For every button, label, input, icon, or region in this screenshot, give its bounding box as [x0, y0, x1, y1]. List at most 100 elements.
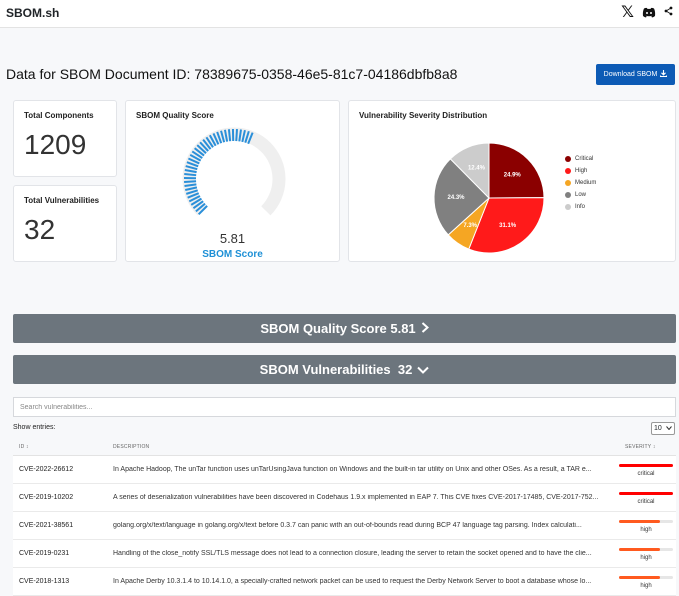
table-row[interactable]: CVE-2021-38561 golang.org/x/text/language… [13, 512, 676, 540]
gauge-tick [208, 134, 217, 147]
total-components-card: Total Components 1209 [13, 100, 117, 177]
gauge-tick [196, 144, 207, 154]
table-row[interactable]: CVE-2022-26612 In Apache Hadoop, The unTa… [13, 456, 676, 484]
discord-icon[interactable] [642, 5, 656, 21]
gauge-tick [185, 165, 198, 171]
total-vulnerabilities-value: 32 [24, 214, 56, 245]
top-bar: SBOM.sh 𝕏 [0, 0, 679, 28]
legend-item[interactable]: Low [565, 189, 596, 201]
header-id[interactable]: ID ↕ [19, 444, 29, 450]
quality-score-value: 5.81 [219, 231, 246, 246]
vulnerabilities-banner[interactable]: SBOM Vulnerabilities 32 [13, 355, 676, 384]
header-severity[interactable]: SEVERITY ↕ [625, 444, 656, 450]
pie-label-medium: 7.3% [463, 223, 477, 229]
gauge-tick [220, 130, 226, 143]
legend-item[interactable]: Info [565, 201, 596, 213]
quality-gauge [182, 127, 286, 216]
pie-label-low: 24.3% [448, 195, 466, 201]
gauge-tick [188, 195, 201, 203]
pie-slice-high [468, 197, 545, 254]
cve-id[interactable]: CVE-2019-10202 [19, 494, 74, 501]
gauge-tick [235, 129, 238, 142]
gauge-tick [185, 189, 199, 195]
cve-id[interactable]: CVE-2021-38561 [19, 522, 74, 529]
gauge-tick [212, 133, 220, 145]
severity-label: high [640, 527, 652, 533]
gauge-tick [227, 129, 232, 142]
cve-id[interactable]: CVE-2018-1313 [19, 578, 70, 585]
gauge-tick [191, 150, 203, 159]
table-row[interactable]: CVE-2018-1313 In Apache Derby 10.3.1.4 to… [13, 568, 676, 596]
pie-label-critical: 24.9% [504, 173, 522, 179]
chevron-down-icon [666, 425, 672, 432]
pie-slice-low [433, 158, 490, 236]
legend-swatch [565, 180, 571, 186]
gauge-tick [185, 186, 198, 191]
gauge-tick [244, 130, 250, 144]
gauge-tick [184, 172, 197, 177]
legend-item[interactable]: Critical [565, 153, 596, 165]
gauge-tick [238, 129, 242, 142]
gauge-tick [186, 161, 199, 168]
download-sbom-button[interactable]: Download SBOM [596, 64, 675, 85]
search-vulnerabilities-input[interactable] [13, 397, 676, 417]
page-title: Data for SBOM Document ID: 78389675-0358… [6, 66, 458, 82]
gauge-tick [189, 154, 202, 162]
legend-item[interactable]: Medium [565, 177, 596, 189]
gauge-tick [223, 129, 229, 142]
severity-bar [619, 548, 673, 551]
entries-select[interactable]: 10 [651, 422, 675, 435]
quality-banner-label: SBOM Quality Score 5.81 [260, 321, 416, 336]
table-header: ID ↕ DESCRIPTION SEVERITY ↕ [13, 438, 676, 456]
gauge-tick [199, 141, 209, 152]
quality-score-banner[interactable]: SBOM Quality Score 5.81 [13, 314, 676, 343]
legend-swatch [565, 156, 571, 162]
cve-description: Handling of the close_notify SSL/TLS mes… [113, 550, 592, 557]
share-icon[interactable] [664, 5, 673, 21]
gauge-tick [216, 131, 223, 144]
gauge-tick [190, 197, 202, 206]
gauge-tick [184, 183, 197, 188]
brand-logo[interactable]: SBOM.sh [6, 6, 60, 20]
header-description: DESCRIPTION [113, 444, 150, 450]
legend-label: Critical [575, 156, 594, 162]
cve-description: In Apache Hadoop, The unTar function use… [113, 466, 592, 473]
gauge-tick [184, 180, 197, 184]
legend-swatch [565, 168, 571, 174]
severity-bar-fill [619, 492, 673, 495]
table-row[interactable]: CVE-2019-0231 Handling of the close_notif… [13, 540, 676, 568]
cve-description: A series of deserialization vulnerabilit… [113, 494, 599, 501]
pie-label-info: 12.4% [468, 165, 486, 171]
show-entries-label: Show entries: [13, 424, 56, 431]
pie-slice-critical [488, 142, 545, 199]
severity-label: high [640, 555, 652, 561]
legend-label: Medium [575, 180, 597, 186]
total-vulnerabilities-card: Total Vulnerabilities 32 [13, 185, 117, 262]
gauge-tick [247, 132, 254, 145]
legend-label: Low [575, 192, 587, 198]
severity-label: critical [637, 471, 655, 477]
table-row[interactable]: CVE-2019-10202 A series of deserializatio… [13, 484, 676, 512]
header-icons: 𝕏 [621, 5, 673, 21]
gauge-tick [205, 136, 214, 148]
chevron-right-icon [421, 321, 429, 336]
pie-label-high: 31.1% [499, 223, 517, 229]
gauge-tick [184, 169, 197, 174]
severity-label: critical [637, 499, 655, 505]
gauge-tick [192, 200, 204, 210]
gauge-tick [197, 205, 208, 216]
download-icon [660, 70, 668, 79]
cve-description: In Apache Derby 10.3.1.4 to 10.14.1.0, a… [113, 578, 592, 585]
severity-bar-fill [619, 548, 660, 551]
cve-id[interactable]: CVE-2022-26612 [19, 466, 74, 473]
gauge-tick [187, 157, 200, 165]
x-logo-icon[interactable]: 𝕏 [621, 4, 634, 21]
legend-label: Info [575, 204, 586, 210]
cve-id[interactable]: CVE-2019-0231 [19, 550, 70, 557]
legend-swatch [565, 192, 571, 198]
legend-item[interactable]: High [565, 165, 596, 177]
gauge-tick [187, 192, 200, 199]
severity-bar-fill [619, 576, 660, 579]
download-label: Download SBOM [603, 71, 658, 78]
gauge-tick [194, 147, 205, 157]
